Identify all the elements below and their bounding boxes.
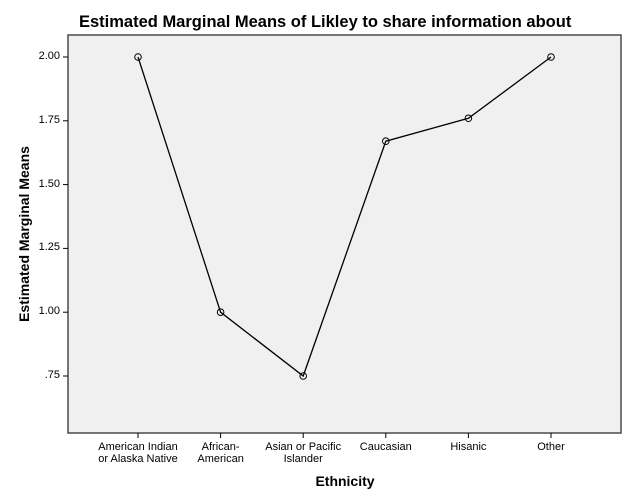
data-line <box>137 56 552 378</box>
x-tick-label: African- American <box>197 441 244 465</box>
x-tick-label: Asian or Pacific Islander <box>265 441 342 465</box>
y-tick-label: 1.00 <box>38 305 60 318</box>
y-tick-label: .75 <box>44 369 60 381</box>
data-point-marker <box>547 53 555 61</box>
data-point-marker <box>382 137 390 146</box>
y-tick-label: 1.25 <box>38 241 60 254</box>
plot-frame <box>67 34 622 434</box>
x-tick-label: Other <box>537 441 565 453</box>
x-tick-label: American Indian or Alaska Native <box>98 441 178 465</box>
data-point-marker <box>299 372 308 380</box>
x-tick-label: Caucasian <box>359 441 412 453</box>
y-tick-label: 1.50 <box>38 177 60 190</box>
data-point-marker <box>464 114 473 123</box>
y-tick-label: 2.00 <box>38 50 60 62</box>
x-tick-label: Hisanic <box>450 441 487 453</box>
data-point-marker <box>134 53 142 61</box>
chart-title: Estimated Marginal Means of Likley to sh… <box>79 13 572 31</box>
x-axis-label: Ethnicity <box>315 473 375 489</box>
y-tick-label: 1.75 <box>38 113 60 126</box>
data-point-marker <box>216 308 225 317</box>
